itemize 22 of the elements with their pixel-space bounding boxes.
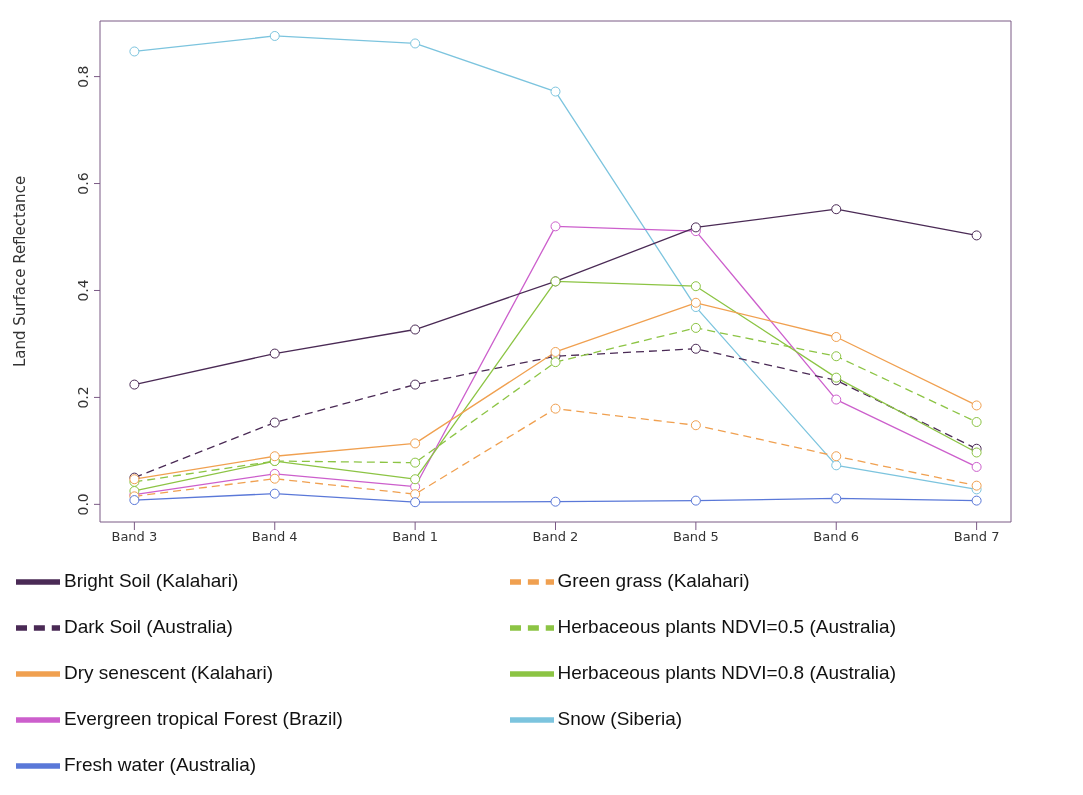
legend-label: Green grass (Kalahari) [557,570,750,592]
y-tick-label: 0.6 [75,172,91,195]
y-tick-label: 0.2 [75,386,91,409]
x-tick-label: Band 4 [251,529,298,545]
legend-label: Dark Soil (Australia) [64,616,233,638]
x-tick-label: Band 6 [813,529,860,545]
x-tick-label: Band 5 [672,529,719,545]
x-tick-label: Band 3 [111,529,158,545]
y-tick-label: 0.8 [75,65,91,88]
legend-label: Herbaceous plants NDVI=0.8 (Australia) [557,662,896,684]
y-tick-label: 0.0 [75,493,91,516]
x-tick-label: Band 7 [953,529,1000,545]
x-tick-label: Band 2 [532,529,579,545]
y-tick-label: 0.4 [75,279,91,302]
legend-label: Herbaceous plants NDVI=0.5 (Australia) [557,616,896,638]
legend-label: Fresh water (Australia) [64,754,257,776]
legend-label: Bright Soil (Kalahari) [64,570,239,592]
legend-label: Snow (Siberia) [557,708,683,730]
x-tick-label: Band 1 [392,529,439,545]
legend-label: Evergreen tropical Forest (Brazil) [64,708,343,730]
legend-label: Dry senescent (Kalahari) [64,662,274,684]
y-axis-title: Land Surface Reflectance [11,175,30,368]
